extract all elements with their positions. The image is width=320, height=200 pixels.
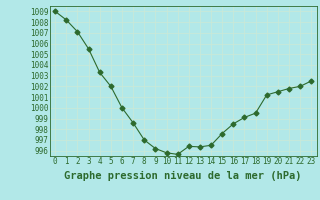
X-axis label: Graphe pression niveau de la mer (hPa): Graphe pression niveau de la mer (hPa): [64, 171, 302, 181]
